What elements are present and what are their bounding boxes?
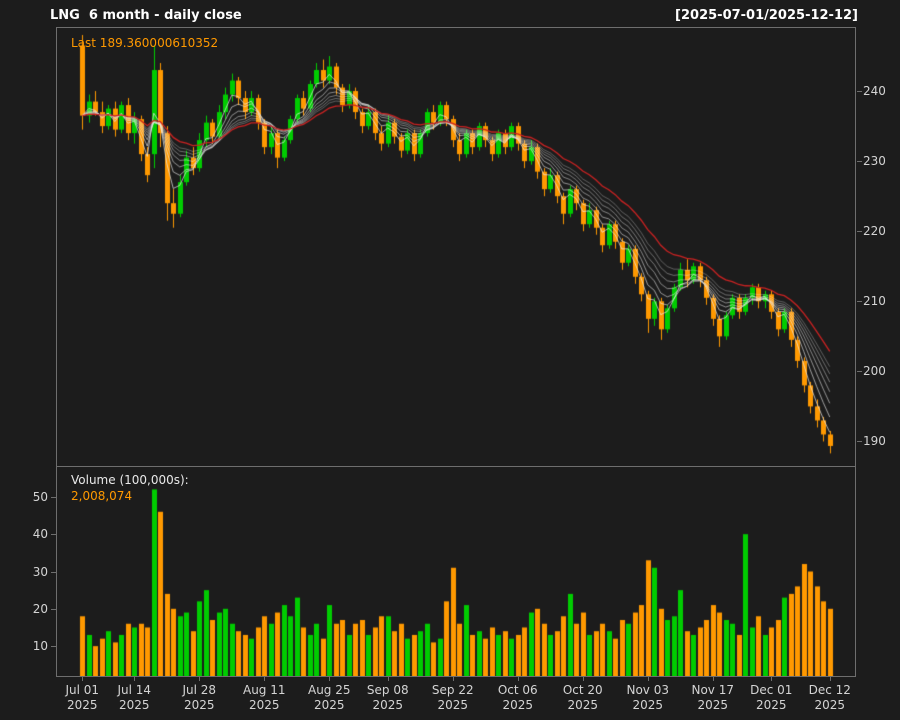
x-axis-tick: [583, 677, 584, 681]
volume-title-label: Volume (100,000s):: [71, 473, 189, 487]
price-axis-label: 230: [863, 154, 886, 169]
volume-value-label: 2,008,074: [71, 489, 133, 503]
price-axis-label: 240: [863, 84, 886, 99]
x-axis-label: Jul 14 2025: [117, 683, 152, 712]
x-axis-label: Aug 25 2025: [307, 683, 351, 712]
volume-axis-tick: [51, 609, 56, 610]
volume-axis-tick: [51, 534, 56, 535]
volume-axis-label: 10: [32, 639, 48, 654]
x-axis-tick: [329, 677, 330, 681]
x-axis-tick: [199, 677, 200, 681]
volume-axis-tick: [51, 646, 56, 647]
x-axis-tick: [518, 677, 519, 681]
x-axis-tick: [713, 677, 714, 681]
x-axis-tick: [264, 677, 265, 681]
price-axis-label: 220: [863, 224, 886, 239]
volume-panel: Volume (100,000s): 2,008,074: [56, 466, 856, 677]
x-axis-label: Dec 12 2025: [808, 683, 851, 712]
x-axis-label: Jul 28 2025: [182, 683, 217, 712]
x-axis-label: Oct 20 2025: [562, 683, 603, 712]
x-axis-tick: [134, 677, 135, 681]
x-axis-label: Aug 11 2025: [242, 683, 286, 712]
price-axis-tick: [857, 441, 862, 442]
price-axis-label: 190: [863, 434, 886, 449]
x-axis-label: Sep 22 2025: [431, 683, 474, 712]
price-panel: Last 189.360000610352: [56, 27, 856, 467]
volume-axis-tick: [51, 572, 56, 573]
x-axis-tick: [648, 677, 649, 681]
x-axis-tick: [453, 677, 454, 681]
price-axis-tick: [857, 231, 862, 232]
price-axis-label: 210: [863, 294, 886, 309]
chart-title: LNG 6 month - daily close: [50, 8, 242, 23]
price-axis-label: 200: [863, 364, 886, 379]
x-axis-label: Sep 08 2025: [366, 683, 409, 712]
x-axis-tick: [771, 677, 772, 681]
x-axis-tick: [388, 677, 389, 681]
last-price-label: Last 189.360000610352: [71, 36, 219, 50]
price-axis-tick: [857, 91, 862, 92]
x-axis-label: Nov 17 2025: [691, 683, 734, 712]
volume-axis-label: 30: [32, 564, 48, 579]
price-axis-tick: [857, 301, 862, 302]
x-axis-tick: [82, 677, 83, 681]
volume-axis-label: 40: [32, 527, 48, 542]
price-chart-canvas: [57, 28, 855, 466]
price-axis-tick: [857, 371, 862, 372]
volume-chart-canvas: [57, 467, 855, 676]
x-axis-label: Nov 03 2025: [626, 683, 669, 712]
volume-axis-tick: [51, 497, 56, 498]
x-axis-tick: [830, 677, 831, 681]
price-axis-tick: [857, 161, 862, 162]
x-axis-label: Oct 06 2025: [497, 683, 538, 712]
volume-axis-label: 20: [32, 601, 48, 616]
x-axis-label: Dec 01 2025: [750, 683, 793, 712]
x-axis-label: Jul 01 2025: [65, 683, 100, 712]
date-range-label: [2025-07-01/2025-12-12]: [675, 8, 858, 23]
volume-axis-label: 50: [32, 489, 48, 504]
